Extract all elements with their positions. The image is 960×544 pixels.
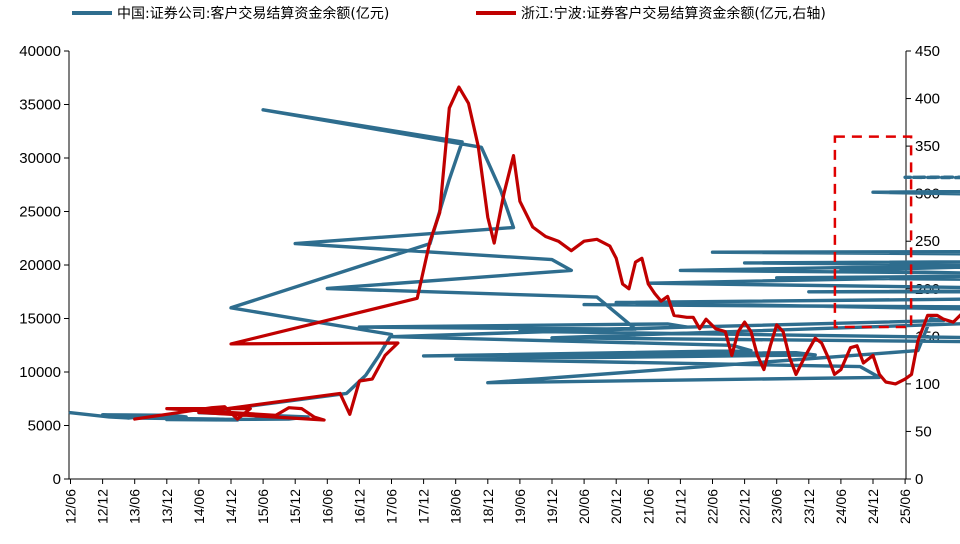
x-tick-label: 18/06 [448, 489, 464, 524]
y-left-tick-label: 25000 [19, 204, 61, 221]
y-right-tick-label: 400 [915, 91, 940, 108]
y-left-tick-label: 35000 [19, 97, 61, 114]
legend: 中国:证券公司:客户交易结算资金余额(亿元) 浙江:宁波:证券客户交易结算资金余… [72, 5, 826, 22]
y-right-tick-label: 0 [915, 471, 923, 488]
series-layer [68, 85, 960, 422]
x-tick-label: 23/06 [769, 489, 785, 524]
y-left-tick-label: 20000 [19, 257, 61, 274]
x-ticks: 12/06 12/12 13/06 13/12 14/06 14/12 15/06 15/12… [63, 479, 913, 524]
x-tick-label: 15/12 [287, 489, 303, 524]
y-right-tick-label: 250 [915, 233, 940, 250]
x-tick-label: 19/06 [512, 489, 528, 524]
y-left-tick-label: 0 [53, 471, 61, 488]
x-tick-label: 16/06 [319, 489, 335, 524]
x-tick-label: 20/12 [608, 489, 624, 524]
x-tick-label: 22/06 [705, 489, 721, 524]
highlight-box [833, 135, 913, 329]
series-line-china [68, 108, 960, 422]
y-left-tick-label: 15000 [19, 311, 61, 328]
y-left-ticks: 0 5000 10000 15000 20000 25000 30000 35000 40000 [19, 43, 69, 488]
y-right-tick-label: 50 [915, 423, 932, 440]
y-left-tick-label: 40000 [19, 43, 61, 60]
x-tick-label: 19/12 [544, 489, 560, 524]
x-tick-label: 24/12 [865, 489, 881, 524]
x-tick-label: 18/12 [480, 489, 496, 524]
axes [68, 51, 907, 480]
x-tick-label: 22/12 [737, 489, 753, 524]
x-tick-label: 17/12 [416, 489, 432, 524]
series-line-china-dashed [903, 175, 960, 180]
highlight-box-layer [833, 135, 913, 329]
x-tick-label: 21/06 [640, 489, 656, 524]
y-left-tick-label: 10000 [19, 364, 61, 381]
x-tick-label: 17/06 [384, 489, 400, 524]
legend-label-china: 中国:证券公司:客户交易结算资金余额(亿元) [117, 5, 389, 22]
x-tick-label: 21/12 [672, 489, 688, 524]
legend-label-ningbo: 浙江:宁波:证券客户交易结算资金余额(亿元,右轴) [521, 5, 826, 22]
x-tick-label: 12/06 [63, 489, 79, 524]
x-tick-label: 20/06 [576, 489, 592, 524]
y-right-tick-label: 350 [915, 138, 940, 155]
y-left-tick-label: 5000 [28, 418, 61, 435]
x-tick-label: 13/12 [159, 489, 175, 524]
x-tick-label: 14/12 [223, 489, 239, 524]
x-tick-label: 24/06 [833, 489, 849, 524]
x-tick-label: 13/06 [127, 489, 143, 524]
series-line-ningbo [133, 85, 960, 422]
x-tick-label: 14/06 [191, 489, 207, 524]
x-tick-label: 12/12 [95, 489, 111, 524]
x-tick-label: 23/12 [801, 489, 817, 524]
y-right-tick-label: 200 [915, 281, 940, 298]
y-left-tick-label: 30000 [19, 150, 61, 167]
x-tick-label: 15/06 [255, 489, 271, 524]
y-right-tick-label: 100 [915, 376, 940, 393]
x-tick-label: 25/06 [897, 489, 913, 524]
y-right-tick-label: 450 [915, 43, 940, 60]
x-tick-label: 16/12 [351, 489, 367, 524]
